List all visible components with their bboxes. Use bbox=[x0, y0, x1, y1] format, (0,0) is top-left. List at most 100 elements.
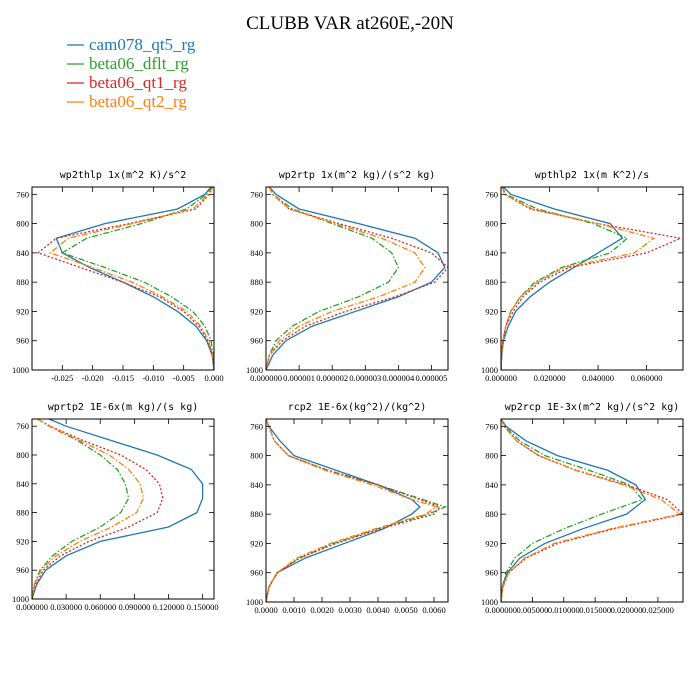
legend-item: beta06_dflt_rg bbox=[67, 54, 189, 73]
y-tick-label: 760 bbox=[485, 189, 498, 199]
y-tick-label: 920 bbox=[485, 306, 498, 316]
legend-item: beta06_qt2_rg bbox=[67, 92, 187, 111]
series-line-beta06_qt1_rg bbox=[266, 419, 441, 602]
x-tick-label: 0.060000 bbox=[631, 373, 663, 383]
y-tick-label: 960 bbox=[16, 565, 29, 575]
series-line-beta06_dflt_rg bbox=[266, 419, 448, 602]
y-tick-label: 920 bbox=[16, 536, 29, 546]
series-line-beta06_dflt_rg bbox=[266, 187, 400, 370]
series-line-beta06_qt2_rg bbox=[48, 187, 214, 370]
series-line-cam078_qt5_rg bbox=[266, 187, 446, 370]
y-tick-label: 880 bbox=[16, 508, 29, 518]
y-tick-label: 800 bbox=[16, 219, 29, 229]
panel-title: wp2thlp 1x(m^2 K)/s^2 bbox=[60, 170, 186, 181]
legend-label: beta06_qt2_rg bbox=[89, 92, 187, 111]
y-tick-label: 760 bbox=[250, 189, 263, 199]
x-tick-label: 0.015000 bbox=[579, 605, 611, 615]
y-tick-label: 760 bbox=[16, 189, 29, 199]
x-tick-label: 0.0040 bbox=[366, 605, 389, 615]
y-tick-label: 760 bbox=[485, 421, 498, 431]
series-line-cam078_qt5_rg bbox=[32, 419, 204, 599]
legend: cam078_qt5_rgbeta06_dflt_rgbeta06_qt1_rg… bbox=[67, 35, 196, 111]
x-tick-label: 0.020000 bbox=[534, 373, 566, 383]
y-tick-label: 840 bbox=[250, 248, 263, 258]
x-tick-label: 0.010000 bbox=[548, 605, 580, 615]
legend-item: beta06_qt1_rg bbox=[67, 73, 187, 92]
y-tick-label: 800 bbox=[485, 219, 498, 229]
x-tick-label: 0.000001 bbox=[283, 373, 315, 383]
y-tick-label: 880 bbox=[250, 277, 263, 287]
x-tick-label: 0.030000 bbox=[50, 602, 82, 612]
series-line-cam078_qt5_rg bbox=[266, 419, 421, 602]
series-line-beta06_qt1_rg bbox=[32, 419, 164, 599]
figure-title: CLUBB VAR at260E,-20N bbox=[246, 13, 454, 34]
panel-title: rcp2 1E-6x(kg^2)/(kg^2) bbox=[288, 402, 426, 413]
x-tick-label: 0.0050 bbox=[394, 605, 417, 615]
x-tick-label: 0.000005 bbox=[416, 373, 448, 383]
x-tick-label: -0.025 bbox=[51, 373, 73, 383]
series-line-beta06_qt2_rg bbox=[32, 419, 145, 599]
y-tick-label: 1000 bbox=[481, 365, 498, 375]
plot-frame bbox=[265, 186, 449, 371]
panel-title: wp2rcp 1E-3x(m^2 kg)/(s^2 kg) bbox=[505, 402, 680, 413]
x-tick-label: 0.020000 bbox=[611, 605, 643, 615]
y-tick-label: 760 bbox=[250, 421, 263, 431]
x-tick-label: -0.015 bbox=[112, 373, 134, 383]
series-line-beta06_qt1_rg bbox=[266, 187, 448, 370]
x-tick-label: 0.0010 bbox=[282, 605, 305, 615]
y-tick-label: 1000 bbox=[246, 365, 263, 375]
chart-panel: wprtp2 1E-6x(m kg)/(s kg) 760 800 840 880 920… bbox=[12, 402, 219, 612]
x-tick-label: 0.040000 bbox=[582, 373, 614, 383]
series-line-beta06_dflt_rg bbox=[501, 187, 629, 370]
series-line-cam078_qt5_rg bbox=[501, 187, 624, 370]
y-tick-label: 920 bbox=[250, 538, 263, 548]
plot-panels: wp2thlp 1x(m^2 K)/s^2 760 800 840 880 920 960 1… bbox=[12, 170, 684, 615]
y-tick-label: 960 bbox=[485, 336, 498, 346]
y-tick-label: 920 bbox=[485, 538, 498, 548]
x-tick-label: -0.020 bbox=[82, 373, 104, 383]
legend-item: cam078_qt5_rg bbox=[67, 35, 196, 54]
series-line-beta06_qt2_rg bbox=[501, 187, 656, 370]
panel-title: wprtp2 1E-6x(m kg)/(s kg) bbox=[48, 402, 199, 413]
y-tick-label: 840 bbox=[16, 248, 29, 258]
x-tick-label: 0.025000 bbox=[642, 605, 674, 615]
x-tick-label: -0.005 bbox=[173, 373, 195, 383]
x-tick-label: 0.0030 bbox=[338, 605, 361, 615]
y-tick-label: 920 bbox=[16, 306, 29, 316]
y-tick-label: 880 bbox=[485, 277, 498, 287]
panel-title: wp2rtp 1x(m^2 kg)/(s^2 kg) bbox=[279, 170, 436, 181]
series-line-beta06_qt2_rg bbox=[266, 187, 426, 370]
series-line-beta06_qt1_rg bbox=[501, 187, 683, 370]
x-tick-label: 0.0020 bbox=[310, 605, 333, 615]
y-tick-label: 960 bbox=[485, 568, 498, 578]
x-tick-label: 0.000000 bbox=[485, 373, 517, 383]
plot-frame bbox=[500, 418, 684, 603]
y-tick-label: 1000 bbox=[12, 594, 29, 604]
y-tick-label: 800 bbox=[250, 451, 263, 461]
series-line-beta06_dflt_rg bbox=[60, 187, 214, 370]
x-tick-label: 0.0060 bbox=[422, 605, 445, 615]
legend-label: cam078_qt5_rg bbox=[89, 35, 196, 54]
legend-label: beta06_qt1_rg bbox=[89, 73, 187, 92]
x-tick-label: 0.000000 bbox=[16, 602, 48, 612]
y-tick-label: 800 bbox=[485, 451, 498, 461]
series-line-cam078_qt5_rg bbox=[501, 419, 647, 602]
series-line-beta06_dflt_rg bbox=[32, 419, 130, 599]
chart-panel: wp2rcp 1E-3x(m^2 kg)/(s^2 kg) 760 800 840 88… bbox=[481, 402, 684, 615]
plot-frame bbox=[500, 186, 684, 371]
y-tick-label: 960 bbox=[250, 568, 263, 578]
series-line-beta06_qt2_rg bbox=[501, 419, 682, 602]
y-tick-label: 880 bbox=[250, 509, 263, 519]
y-tick-label: 800 bbox=[250, 219, 263, 229]
series-line-beta06_dflt_rg bbox=[501, 419, 644, 602]
x-tick-label: 0.000000 bbox=[485, 605, 517, 615]
y-tick-label: 800 bbox=[16, 450, 29, 460]
y-tick-label: 840 bbox=[250, 480, 263, 490]
plot-frame bbox=[265, 418, 449, 603]
x-tick-label: 0.060000 bbox=[84, 602, 116, 612]
x-tick-label: 0.120000 bbox=[153, 602, 185, 612]
series-line-beta06_qt2_rg bbox=[266, 419, 439, 602]
x-tick-label: 0.150000 bbox=[187, 602, 219, 612]
y-tick-label: 920 bbox=[250, 306, 263, 316]
